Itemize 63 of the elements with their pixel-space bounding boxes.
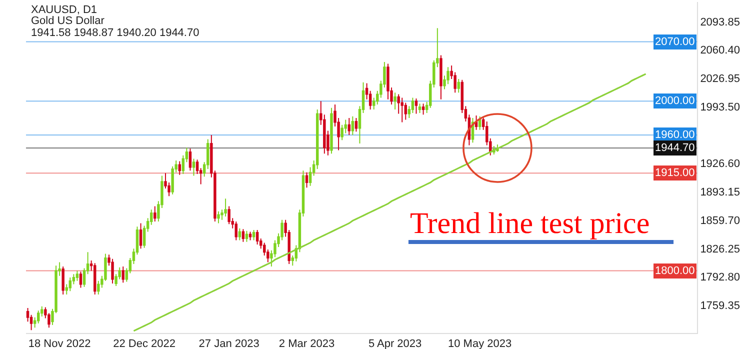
candlestick [217, 210, 220, 224]
y-tick-label: 1993.50 [700, 101, 740, 114]
line-series [132, 73, 647, 332]
candlestick [94, 262, 96, 295]
candlestick [178, 160, 181, 176]
candlestick [62, 266, 64, 295]
candlestick [400, 97, 404, 123]
y-tick-label: 1859.70 [700, 214, 740, 227]
x-tick-label: 27 Jan 2023 [198, 338, 260, 349]
text: Gold US Dollar [31, 15, 105, 27]
ref-line-label: 1960.00 [655, 129, 695, 141]
candlestick [242, 228, 245, 242]
candlestick [188, 148, 192, 172]
candlestick [245, 230, 248, 242]
candlestick [354, 118, 358, 132]
candlestick [252, 230, 256, 241]
x-tick-label: 2 Mar 2023 [278, 338, 335, 349]
candlestick [76, 270, 79, 282]
x-tick-label: 18 Nov 2022 [28, 338, 91, 349]
ref-line-label: 2070.00 [655, 36, 695, 48]
y-tick-label: 2093.85 [700, 16, 740, 28]
candlestick [414, 98, 418, 114]
y-tick-label: 1792.80 [700, 272, 740, 284]
chart-title: XAUUSD, D1 [31, 4, 98, 16]
candlestick [224, 198, 227, 217]
candlestick [228, 206, 230, 225]
annotation: 1941.58 1948.87 1940.20 1944.70 [31, 27, 200, 39]
candlestick [394, 92, 396, 110]
y-tick-label: 2060.40 [700, 44, 740, 57]
candlestick [37, 310, 40, 324]
candlestick [446, 66, 450, 85]
candlestick [111, 258, 114, 284]
x-tick-label: 22 Dec 2022 [113, 338, 176, 349]
y-tick-label: 1893.15 [700, 186, 740, 199]
candlestick [330, 107, 333, 154]
candlestick [139, 222, 142, 250]
candlestick [79, 271, 82, 288]
candlestick [68, 277, 72, 292]
ref-line-label: 1800.00 [655, 265, 695, 277]
candlestick [234, 221, 238, 241]
candlestick [474, 115, 478, 130]
candlestick [248, 231, 252, 241]
ref-line-label: 2000.00 [655, 95, 695, 107]
candlestick [305, 172, 308, 188]
candlestick [418, 103, 422, 114]
ref-line-label: 1944.70 [655, 142, 695, 154]
candlestick [440, 54, 442, 100]
candlestick [97, 280, 100, 295]
candlestick [351, 116, 354, 136]
ref-line-label: 1915.00 [655, 167, 695, 179]
candlestick [122, 266, 124, 284]
candlestick [457, 78, 460, 94]
candlestick [238, 228, 242, 241]
y-tick-label: 1926.60 [700, 158, 740, 170]
candlestick [348, 118, 350, 136]
y-tick-label: 2026.95 [700, 73, 740, 86]
candlestick [422, 103, 425, 116]
y-tick-label: 1826.25 [700, 243, 740, 256]
y-tick-label: 1759.35 [700, 300, 740, 312]
candlestick [256, 230, 259, 245]
candlestick [154, 206, 156, 222]
candlestick [192, 158, 196, 176]
annotation: Trend line test price [410, 207, 650, 240]
